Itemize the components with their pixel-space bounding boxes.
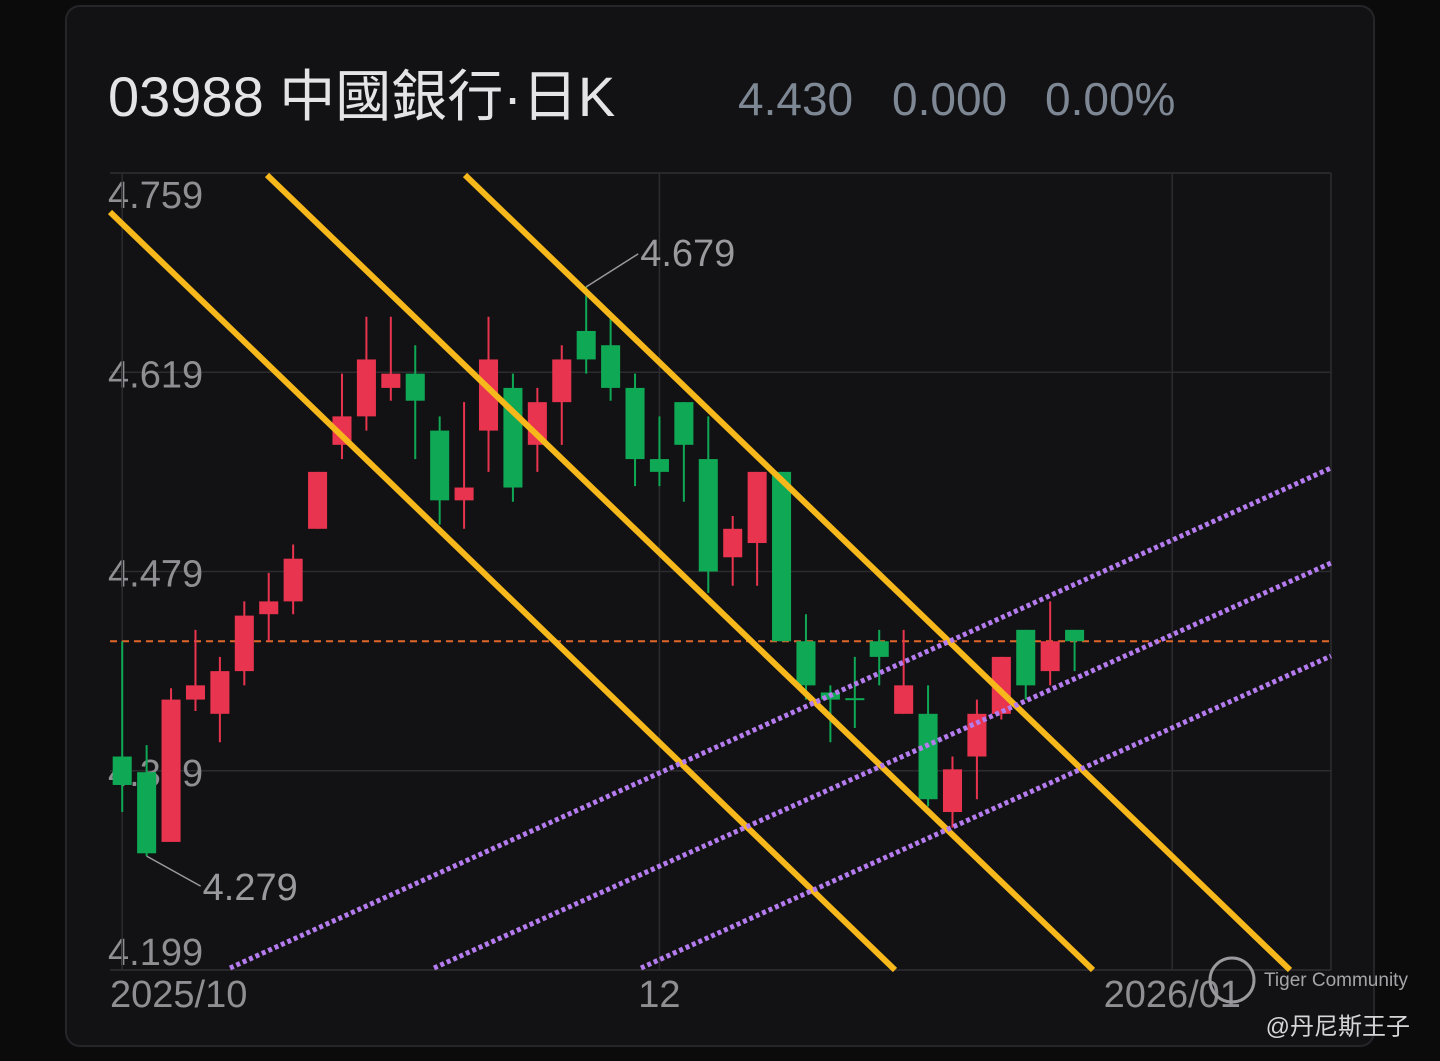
candle-body — [869, 641, 889, 657]
candle-body — [112, 756, 132, 785]
candle-body — [601, 345, 621, 388]
channel-lines — [228, 465, 1333, 971]
annotation-leader — [146, 855, 201, 887]
candle-body — [552, 359, 572, 403]
candle-body — [430, 430, 450, 501]
candle-body — [576, 330, 596, 360]
y-tick-label: 4.759 — [108, 175, 203, 217]
candle-body — [308, 471, 328, 529]
candle-body — [625, 387, 645, 460]
y-tick-label: 4.479 — [108, 554, 203, 596]
candle-body — [234, 615, 254, 672]
min-annotation: 4.279 — [203, 867, 298, 909]
annotation-leader — [585, 253, 639, 288]
candle-body — [405, 373, 425, 401]
candle-body — [796, 641, 816, 686]
candle-body — [185, 685, 205, 700]
watermark-logo — [1208, 956, 1256, 1004]
price-change-pct: 0.00% — [1045, 73, 1175, 125]
x-tick-label: 2025/10 — [110, 974, 247, 1016]
x-tick-label: 2026/01 — [1104, 974, 1241, 1016]
trend-line — [264, 172, 1096, 973]
candle-body — [1016, 629, 1036, 686]
candle-body — [772, 471, 792, 642]
trend-lines — [107, 172, 1293, 973]
candle-body — [454, 487, 474, 501]
candle-body — [259, 601, 279, 615]
candle-body — [894, 685, 914, 714]
candle-body — [137, 772, 157, 854]
candle-body — [356, 359, 376, 417]
channel-line — [228, 465, 1333, 971]
candle-body — [845, 698, 865, 701]
price-change: 0.000 — [892, 73, 1007, 125]
y-tick-label: 4.199 — [108, 932, 203, 974]
candle-body — [283, 558, 303, 602]
watermark: Tiger Community @丹尼斯王子 — [1208, 956, 1410, 1040]
candle-body — [161, 699, 181, 842]
chart-title: 03988 中國銀行·日K — [108, 65, 615, 128]
y-tick-label: 4.619 — [108, 354, 203, 396]
candle-body — [723, 528, 743, 558]
candle-body — [698, 459, 718, 572]
plot-area: 4.1994.3394.4794.6194.7592025/10122026/0… — [108, 172, 1332, 1016]
candle-body — [942, 769, 963, 813]
candle-body — [918, 713, 938, 800]
candle-body — [674, 402, 694, 445]
x-tick-label: 12 — [638, 974, 680, 1016]
trend-line — [462, 172, 1293, 973]
candle-body — [649, 459, 669, 472]
candle-body — [1040, 641, 1060, 672]
max-annotation: 4.679 — [640, 233, 735, 275]
candle-body — [381, 373, 401, 388]
trend-line — [107, 209, 898, 973]
watermark-user: @丹尼斯王子 — [1266, 1013, 1410, 1040]
channel-line — [639, 653, 1333, 971]
candle-body — [1065, 629, 1085, 642]
watermark-brand: Tiger Community — [1264, 970, 1408, 991]
channel-line — [432, 560, 1333, 971]
candle-body — [210, 671, 230, 714]
last-price: 4.430 — [738, 73, 853, 125]
candle-body — [478, 359, 499, 431]
candle-body — [747, 471, 767, 544]
